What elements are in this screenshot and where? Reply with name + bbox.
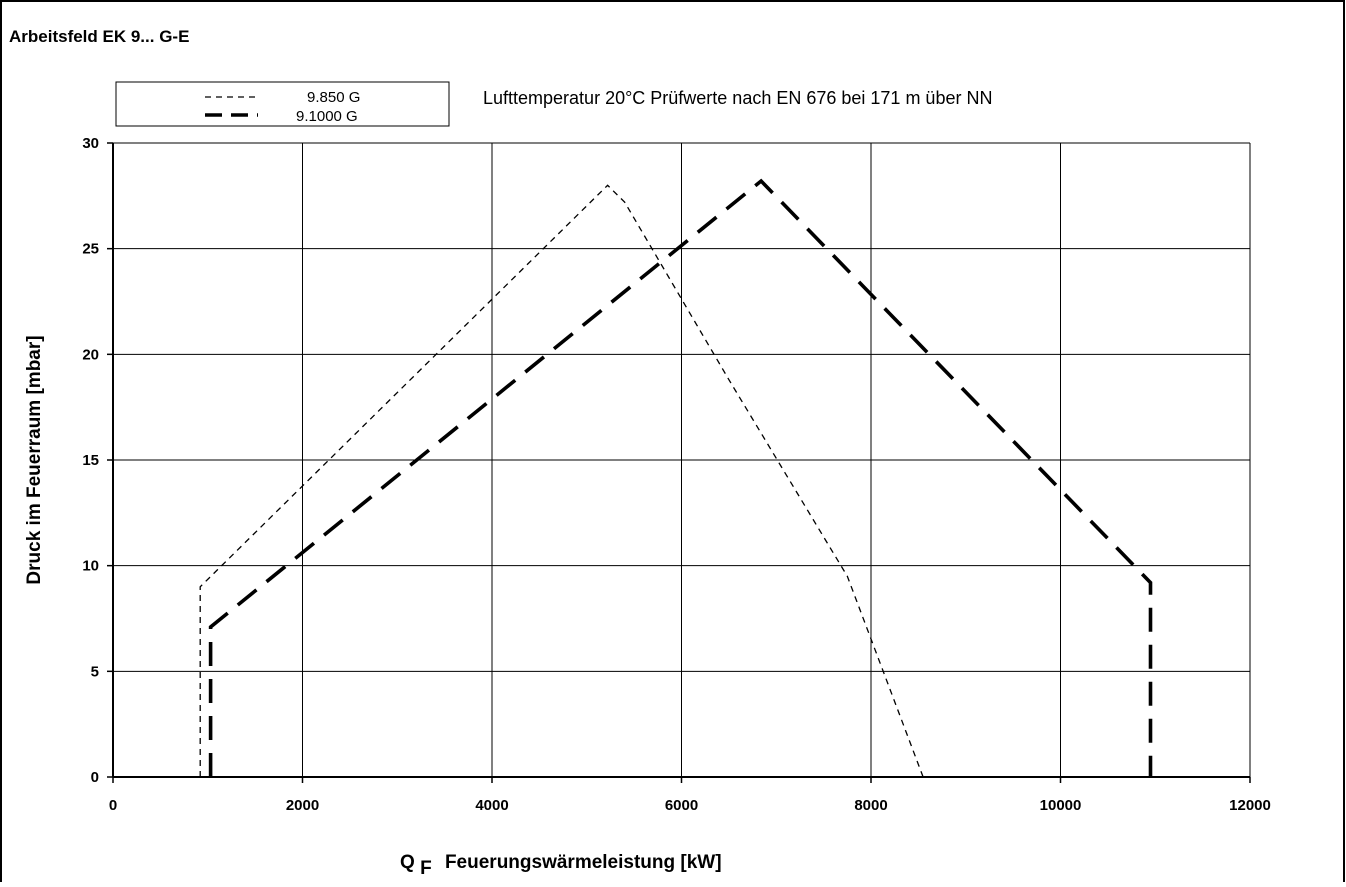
legend: 9.850 G 9.1000 G: [115, 81, 450, 127]
x-axis-label-prefix: Q: [400, 852, 415, 873]
x-tick-label-6: 12000: [1229, 797, 1271, 814]
x-axis-label-subscript: F: [420, 858, 432, 879]
x-tick-label-0: 0: [109, 797, 117, 814]
x-axis-label-text: Feuerungswärmeleistung [kW]: [445, 852, 722, 873]
series-line-2: [208, 178, 1153, 777]
x-tick-label-1: 2000: [286, 797, 319, 814]
x-axis-label: Q F Feuerungswärmeleistung [kW]: [400, 852, 722, 879]
x-tick-label-2: 4000: [475, 797, 508, 814]
x-ticks: 0 2000 4000 6000 8000 10000 12000: [109, 777, 1271, 814]
x-tick-label-5: 10000: [1040, 797, 1082, 814]
y-axis-label: Druck im Feuerraum [mbar]: [24, 335, 45, 584]
legend-label-series-2: 9.1000 G: [296, 108, 358, 125]
y-tick-label-5: 25: [82, 241, 99, 258]
y-tick-label-2: 10: [82, 558, 99, 575]
y-tick-label-6: 30: [82, 135, 99, 152]
x-tick-label-3: 6000: [665, 797, 698, 814]
legend-box: [115, 81, 450, 127]
y-tick-label-0: 0: [91, 769, 99, 786]
y-tick-label-1: 5: [91, 663, 99, 680]
x-tick-label-4: 8000: [854, 797, 887, 814]
conditions-note: Lufttemperatur 20°C Prüfwerte nach EN 67…: [483, 88, 992, 108]
plot-area: 0 2000 4000 6000 8000 10000 12000 0 5 10 15 20 25 30: [82, 135, 1271, 814]
grid: [113, 142, 1251, 777]
legend-label-series-1: 9.850 G: [307, 89, 360, 106]
y-tick-label-4: 20: [82, 346, 99, 363]
series-layer: [199, 178, 1153, 778]
chart-title: Arbeitsfeld EK 9... G-E: [9, 27, 189, 46]
y-ticks: 0 5 10 15 20 25 30: [82, 135, 113, 786]
y-tick-label-3: 15: [82, 452, 99, 469]
series-line-1: [199, 184, 924, 778]
